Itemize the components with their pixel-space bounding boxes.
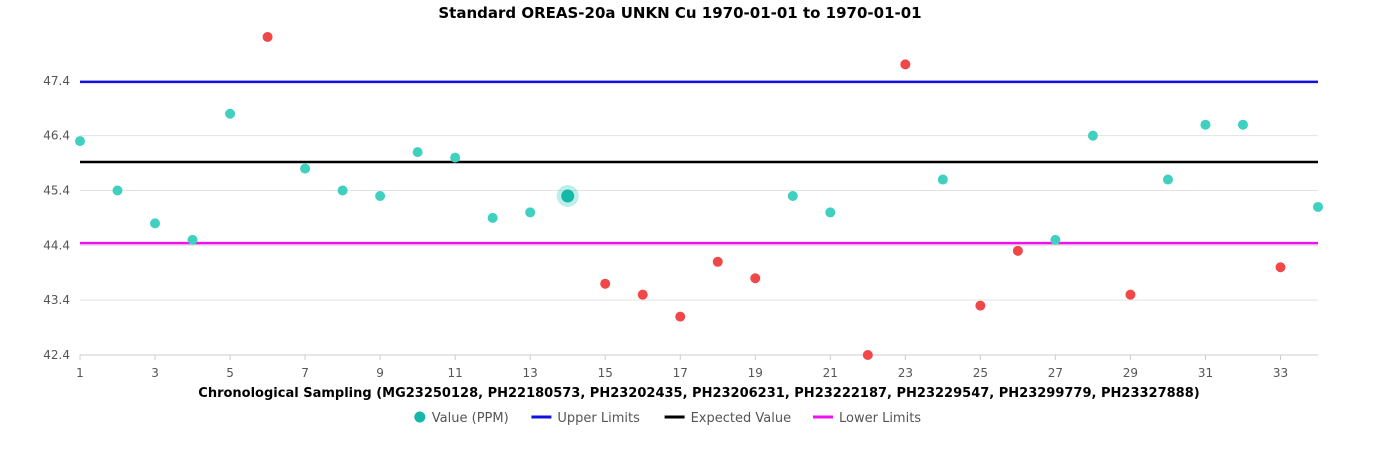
legend-label: Expected Value: [691, 411, 791, 426]
data-point-outlier[interactable]: [750, 273, 761, 284]
data-point[interactable]: [450, 152, 461, 163]
data-point[interactable]: [225, 108, 236, 119]
legend-label: Value (PPM): [432, 411, 509, 426]
x-axis-label: Chronological Sampling (MG23250128, PH22…: [198, 386, 1199, 401]
legend-item-expected-value[interactable]: Expected Value: [664, 411, 791, 426]
x-tick-label: 7: [301, 366, 309, 380]
data-point-outlier[interactable]: [1275, 262, 1286, 273]
data-point-outlier[interactable]: [862, 350, 873, 360]
x-tick-label: 27: [1048, 366, 1063, 380]
data-point-outlier[interactable]: [1012, 245, 1023, 256]
data-point[interactable]: [1050, 234, 1061, 245]
reference-lines: [80, 80, 1318, 245]
legend-label: Lower Limits: [839, 411, 921, 426]
x-tick-label: 29: [1123, 366, 1138, 380]
x-tick-label: 33: [1273, 366, 1288, 380]
data-point-outlier[interactable]: [975, 300, 986, 311]
x-tick-label: 1: [76, 366, 84, 380]
data-point[interactable]: [787, 190, 798, 201]
data-point[interactable]: [487, 212, 498, 223]
legend-item-upper-limits[interactable]: Upper Limits: [531, 411, 640, 426]
legend-label: Upper Limits: [557, 411, 640, 426]
x-tick-label: 15: [598, 366, 613, 380]
data-point[interactable]: [375, 190, 386, 201]
data-point-outlier[interactable]: [900, 59, 911, 70]
data-point[interactable]: [112, 185, 123, 196]
x-tick-label: 31: [1198, 366, 1213, 380]
chart-title: Standard OREAS-20a UNKN Cu 1970-01-01 to…: [438, 4, 921, 22]
data-points[interactable]: [75, 31, 1323, 360]
x-tick-label: 19: [748, 366, 763, 380]
data-point[interactable]: [1237, 119, 1248, 130]
data-point-outlier[interactable]: [637, 289, 648, 300]
legend[interactable]: Value (PPM) Upper Limits Expected Value Low…: [414, 411, 921, 426]
data-point-outlier[interactable]: [600, 278, 611, 289]
y-tick-label: 47.4: [43, 74, 70, 88]
y-tick-label: 44.4: [43, 238, 70, 252]
y-tick-label: 42.4: [43, 348, 70, 362]
x-tick-label: 13: [523, 366, 538, 380]
y-tick-label: 46.4: [43, 129, 70, 143]
data-point[interactable]: [300, 163, 311, 174]
grid: [80, 80, 1318, 356]
data-point[interactable]: [1313, 201, 1323, 212]
y-tick-label: 43.4: [43, 293, 70, 307]
data-point[interactable]: [150, 218, 161, 229]
data-point[interactable]: [412, 147, 423, 158]
x-tick-label: 9: [376, 366, 384, 380]
x-tick-label: 23: [898, 366, 913, 380]
x-tick-label: 17: [673, 366, 688, 380]
data-point-outlier[interactable]: [675, 311, 686, 322]
x-tick-label: 11: [448, 366, 463, 380]
data-point-outlier[interactable]: [712, 256, 723, 267]
data-point-outlier[interactable]: [1125, 289, 1136, 300]
x-tick-label: 25: [973, 366, 988, 380]
data-point[interactable]: [525, 207, 536, 218]
x-tick-label: 5: [226, 366, 234, 380]
legend-item-lower-limits[interactable]: Lower Limits: [813, 411, 921, 426]
y-tick-label: 45.4: [43, 184, 70, 198]
data-point[interactable]: [1200, 119, 1211, 130]
data-point-outlier[interactable]: [262, 31, 273, 42]
axes: 42.443.444.445.446.447.41 3 5 7 9 11 13 15 17 19 2…: [43, 74, 1318, 380]
data-point[interactable]: [1162, 174, 1173, 185]
legend-item-value-ppm[interactable]: Value (PPM): [414, 411, 509, 426]
legend-marker: [414, 411, 426, 423]
data-point[interactable]: [561, 189, 575, 203]
data-point[interactable]: [1087, 130, 1098, 141]
x-tick-label: 3: [151, 366, 159, 380]
data-point[interactable]: [937, 174, 948, 185]
data-point[interactable]: [187, 234, 198, 245]
data-point[interactable]: [75, 136, 85, 147]
data-point[interactable]: [825, 207, 836, 218]
data-point[interactable]: [337, 185, 348, 196]
x-tick-label: 21: [823, 366, 838, 380]
